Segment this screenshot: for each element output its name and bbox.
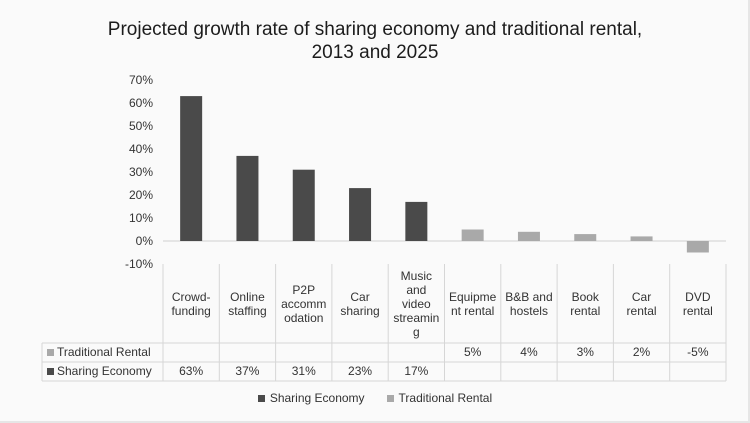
bar-sharing-economy xyxy=(349,188,372,241)
table-cell-value: 2% xyxy=(633,345,651,359)
category-label: sharing xyxy=(340,304,379,318)
category-label: nt rental xyxy=(451,304,494,318)
bar-traditional-rental xyxy=(517,231,540,241)
category-label: odation xyxy=(284,311,323,325)
y-tick-label: 50% xyxy=(129,119,153,133)
category-label: Book xyxy=(572,290,600,304)
legend-item-traditional-rental: Traditional Rental xyxy=(386,391,493,405)
table-swatch xyxy=(47,368,54,375)
legend-label-traditional-rental: Traditional Rental xyxy=(398,391,493,405)
legend-swatch-sharing-economy xyxy=(257,394,265,402)
category-label: rental xyxy=(683,304,713,318)
bar-traditional-rental xyxy=(686,241,709,253)
legend-label-sharing-economy: Sharing Economy xyxy=(269,391,365,405)
y-tick-label: 70% xyxy=(129,73,153,87)
category-label: streamin xyxy=(393,311,439,325)
table-swatch xyxy=(47,349,54,356)
bar-sharing-economy xyxy=(405,201,428,241)
table-cell-value: -5% xyxy=(687,345,709,359)
category-label: funding xyxy=(171,304,210,318)
category-label: Crowd- xyxy=(172,290,211,304)
y-tick-label: 10% xyxy=(129,211,153,225)
table-cell-value: 17% xyxy=(404,364,428,378)
table-cell-value: 23% xyxy=(348,364,372,378)
category-label: DVD xyxy=(685,290,711,304)
category-label: Car xyxy=(632,290,651,304)
category-label: g xyxy=(413,325,420,339)
y-tick-label: -10% xyxy=(125,257,153,271)
y-tick-label: 30% xyxy=(129,165,153,179)
y-tick-label: 0% xyxy=(136,234,154,248)
bar-traditional-rental xyxy=(461,229,484,241)
table-row-label: Traditional Rental xyxy=(57,345,151,359)
category-label: staffing xyxy=(228,304,266,318)
table-cell-value: 63% xyxy=(179,364,203,378)
chart-title: Projected growth rate of sharing economy… xyxy=(60,18,690,64)
category-label: rental xyxy=(627,304,657,318)
category-label: Equipme xyxy=(449,290,497,304)
category-label: Car xyxy=(350,290,369,304)
y-tick-label: 60% xyxy=(129,96,153,110)
table-row-label: Sharing Economy xyxy=(57,364,152,378)
bar-sharing-economy xyxy=(236,155,259,241)
chart-title-line-1: Projected growth rate of sharing economy… xyxy=(107,19,643,40)
table-cell-value: 31% xyxy=(292,364,316,378)
bar-sharing-economy xyxy=(292,169,315,241)
category-label: Online xyxy=(230,290,265,304)
legend-item-sharing-economy: Sharing Economy xyxy=(257,391,365,405)
bar-traditional-rental xyxy=(630,236,653,241)
category-label: and xyxy=(406,283,426,297)
table-cell-value: 4% xyxy=(520,345,538,359)
category-label: B&B and xyxy=(505,290,552,304)
y-tick-label: 40% xyxy=(129,142,153,156)
table-cell-value: 3% xyxy=(577,345,595,359)
bar-sharing-economy xyxy=(180,96,203,241)
chart-title-line-2: 2013 and 2025 xyxy=(311,42,439,63)
legend: Sharing Economy Traditional Rental xyxy=(0,391,750,405)
bar-traditional-rental xyxy=(574,234,597,241)
category-label: P2P xyxy=(292,283,315,297)
category-label: hostels xyxy=(510,304,548,318)
table-cell-value: 5% xyxy=(464,345,482,359)
legend-swatch-traditional-rental xyxy=(386,394,394,402)
y-tick-label: 20% xyxy=(129,188,153,202)
table-cell-value: 37% xyxy=(235,364,259,378)
category-label: rental xyxy=(570,304,600,318)
category-label: accomm xyxy=(281,297,326,311)
category-label: video xyxy=(402,297,431,311)
category-label: Music xyxy=(401,269,432,283)
